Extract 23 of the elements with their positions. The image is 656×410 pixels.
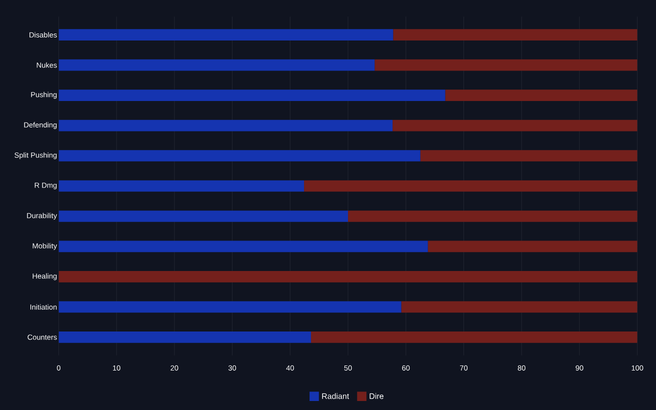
bar (393, 29, 638, 40)
legend-label: Dire (370, 393, 384, 399)
bar (58, 180, 304, 192)
bar (58, 301, 402, 313)
bar (392, 120, 638, 132)
bar (58, 29, 394, 40)
bar (445, 90, 638, 101)
bar (420, 150, 638, 162)
bar (304, 180, 638, 192)
bar (310, 332, 638, 343)
bar (58, 90, 446, 101)
bar (58, 271, 638, 282)
bar (374, 59, 638, 71)
bar (58, 150, 420, 162)
bar (348, 210, 638, 222)
legend-label: Radiant (322, 393, 350, 399)
bar (58, 59, 375, 71)
bar (58, 210, 348, 222)
bar (58, 240, 428, 252)
bar (58, 120, 393, 132)
bar (428, 240, 638, 252)
bar (58, 332, 311, 343)
bar (401, 301, 638, 313)
